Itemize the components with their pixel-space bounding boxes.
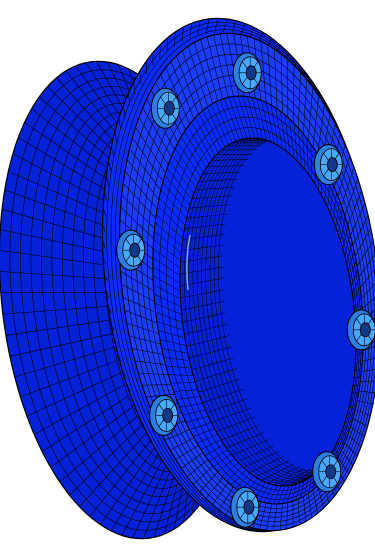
bolt-group xyxy=(116,52,375,528)
front-face-mesh xyxy=(119,33,375,531)
bolt-core xyxy=(325,464,337,480)
bolt-core xyxy=(359,322,371,338)
bolt-head-icon xyxy=(149,394,179,436)
bolt-core xyxy=(162,408,174,423)
bolt-head-icon xyxy=(232,52,262,94)
bolt-core xyxy=(129,242,141,258)
bolt-head-icon xyxy=(346,309,375,351)
bolt-head-icon xyxy=(312,451,342,493)
bolt-core xyxy=(243,499,255,515)
bolt-head-icon xyxy=(230,486,260,528)
bolt-head-icon xyxy=(313,144,343,186)
bolt-core xyxy=(245,65,257,81)
bolt-head-icon xyxy=(116,229,146,271)
bolt-head-icon xyxy=(150,87,180,129)
bolt-core xyxy=(326,157,338,172)
bolt-core xyxy=(163,100,175,116)
